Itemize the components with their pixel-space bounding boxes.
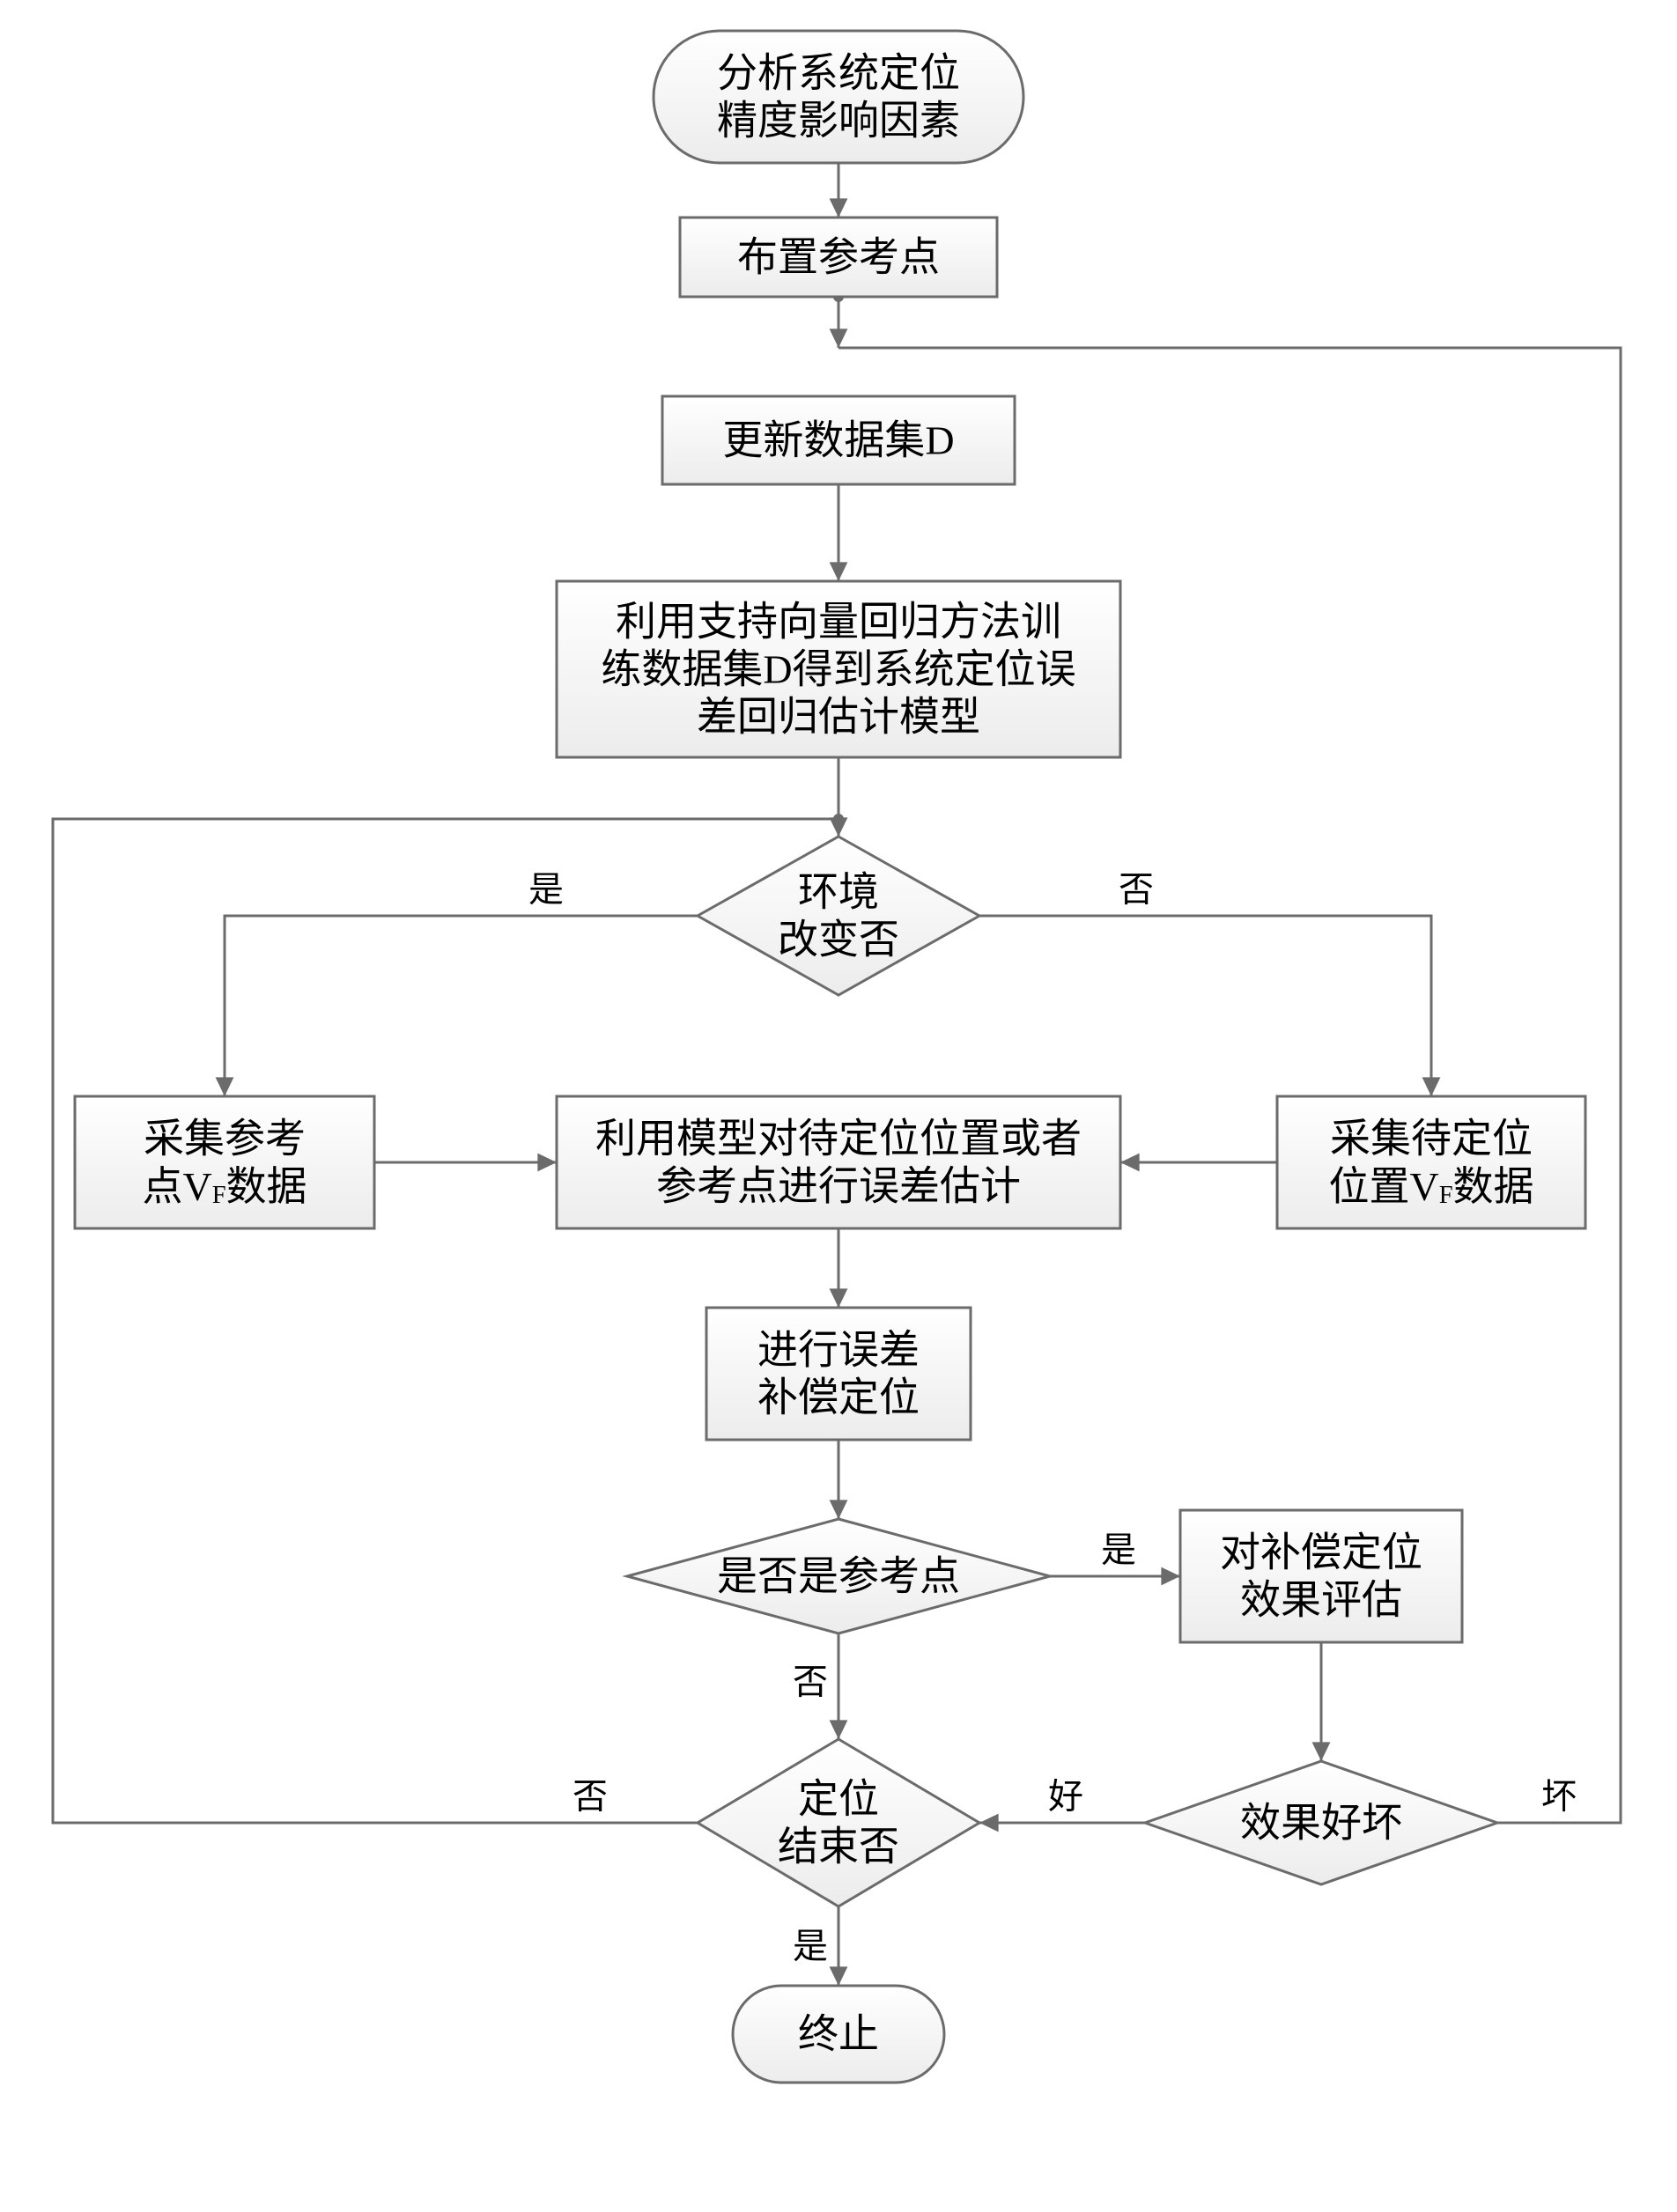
node-text: 终止 [798,2012,879,2057]
node-text: 环境 [798,870,879,915]
node-text: 分析系统定位 [717,51,960,96]
flowchart-canvas: 是否是否好坏否是分析系统定位精度影响因素布置参考点更新数据集D利用支持向量回归方… [0,0,1677,2212]
edge-label: 坏 [1541,1777,1577,1817]
node-text: 精度影响因素 [717,99,960,144]
node-text: 补偿定位 [757,1375,920,1420]
arrowhead [830,1500,848,1519]
arrowhead [1422,1077,1441,1096]
node-text: 结束否 [778,1825,899,1869]
arrowhead [216,1077,234,1096]
node-text: 更新数据集D [722,418,954,463]
node-n7: 利用模型对待定位位置或者参考点进行误差估计 [557,1096,1120,1228]
node-n4: 利用支持向量回归方法训练数据集D得到系统定位误差回归估计模型 [557,581,1120,757]
node-text: 练数据集D得到系统定位误 [601,647,1075,692]
edge-label: 是 [1101,1530,1136,1570]
node-text: 效果评估 [1240,1578,1402,1623]
node-text: 是否是参考点 [717,1554,960,1599]
arrowhead [1312,1742,1331,1761]
node-text: 对补偿定位 [1220,1530,1422,1575]
node-n9: 进行误差补偿定位 [706,1308,971,1440]
arrowhead [1120,1154,1140,1172]
arrowhead [830,1966,848,1986]
node-n5: 环境改变否 [698,837,979,995]
edge-label: 好 [1048,1777,1083,1817]
node-text: 利用支持向量回归方法训 [616,600,1061,645]
arrowhead [1161,1567,1180,1586]
edge [979,916,1431,1096]
edge-label: 否 [1119,870,1154,910]
arrowhead [830,328,848,348]
arrowhead [537,1154,557,1172]
arrowhead [830,198,848,218]
node-text: 差回归估计模型 [697,695,980,740]
node-n3: 更新数据集D [662,396,1015,484]
node-text: 参考点进行误差估计 [656,1164,1021,1209]
node-text: 采集参考 [144,1117,306,1161]
edge-label: 是 [528,870,564,910]
node-n2: 布置参考点 [680,218,997,297]
edge-label: 否 [793,1663,828,1702]
node-n1: 分析系统定位精度影响因素 [654,31,1023,163]
edge-label: 是 [793,1927,828,1966]
node-text: 采集待定位 [1330,1117,1533,1161]
node-n10: 是否是参考点 [627,1519,1050,1633]
node-text: 定位 [798,1777,879,1822]
arrowhead [830,1288,848,1308]
arrowhead [830,1720,848,1739]
node-text: 改变否 [778,918,899,962]
node-n12: 定位结束否 [698,1739,979,1906]
node-text: 进行误差 [757,1328,920,1373]
node-text: 位置VF数据 [1328,1164,1533,1209]
node-text: 布置参考点 [737,235,940,280]
node-n6: 采集参考点VF数据 [75,1096,374,1228]
edge [225,916,698,1096]
edge-label: 否 [573,1777,608,1817]
node-n8: 采集待定位位置VF数据 [1277,1096,1585,1228]
node-n11: 对补偿定位效果评估 [1180,1510,1462,1642]
node-text: 效果好坏 [1240,1801,1402,1846]
node-n13: 效果好坏 [1145,1761,1497,1884]
arrowhead [830,562,848,581]
node-text: 利用模型对待定位位置或者 [595,1117,1082,1161]
node-layer: 分析系统定位精度影响因素布置参考点更新数据集D利用支持向量回归方法训练数据集D得… [75,31,1585,2083]
node-n14: 终止 [733,1986,944,2083]
arrowhead [979,1814,999,1832]
